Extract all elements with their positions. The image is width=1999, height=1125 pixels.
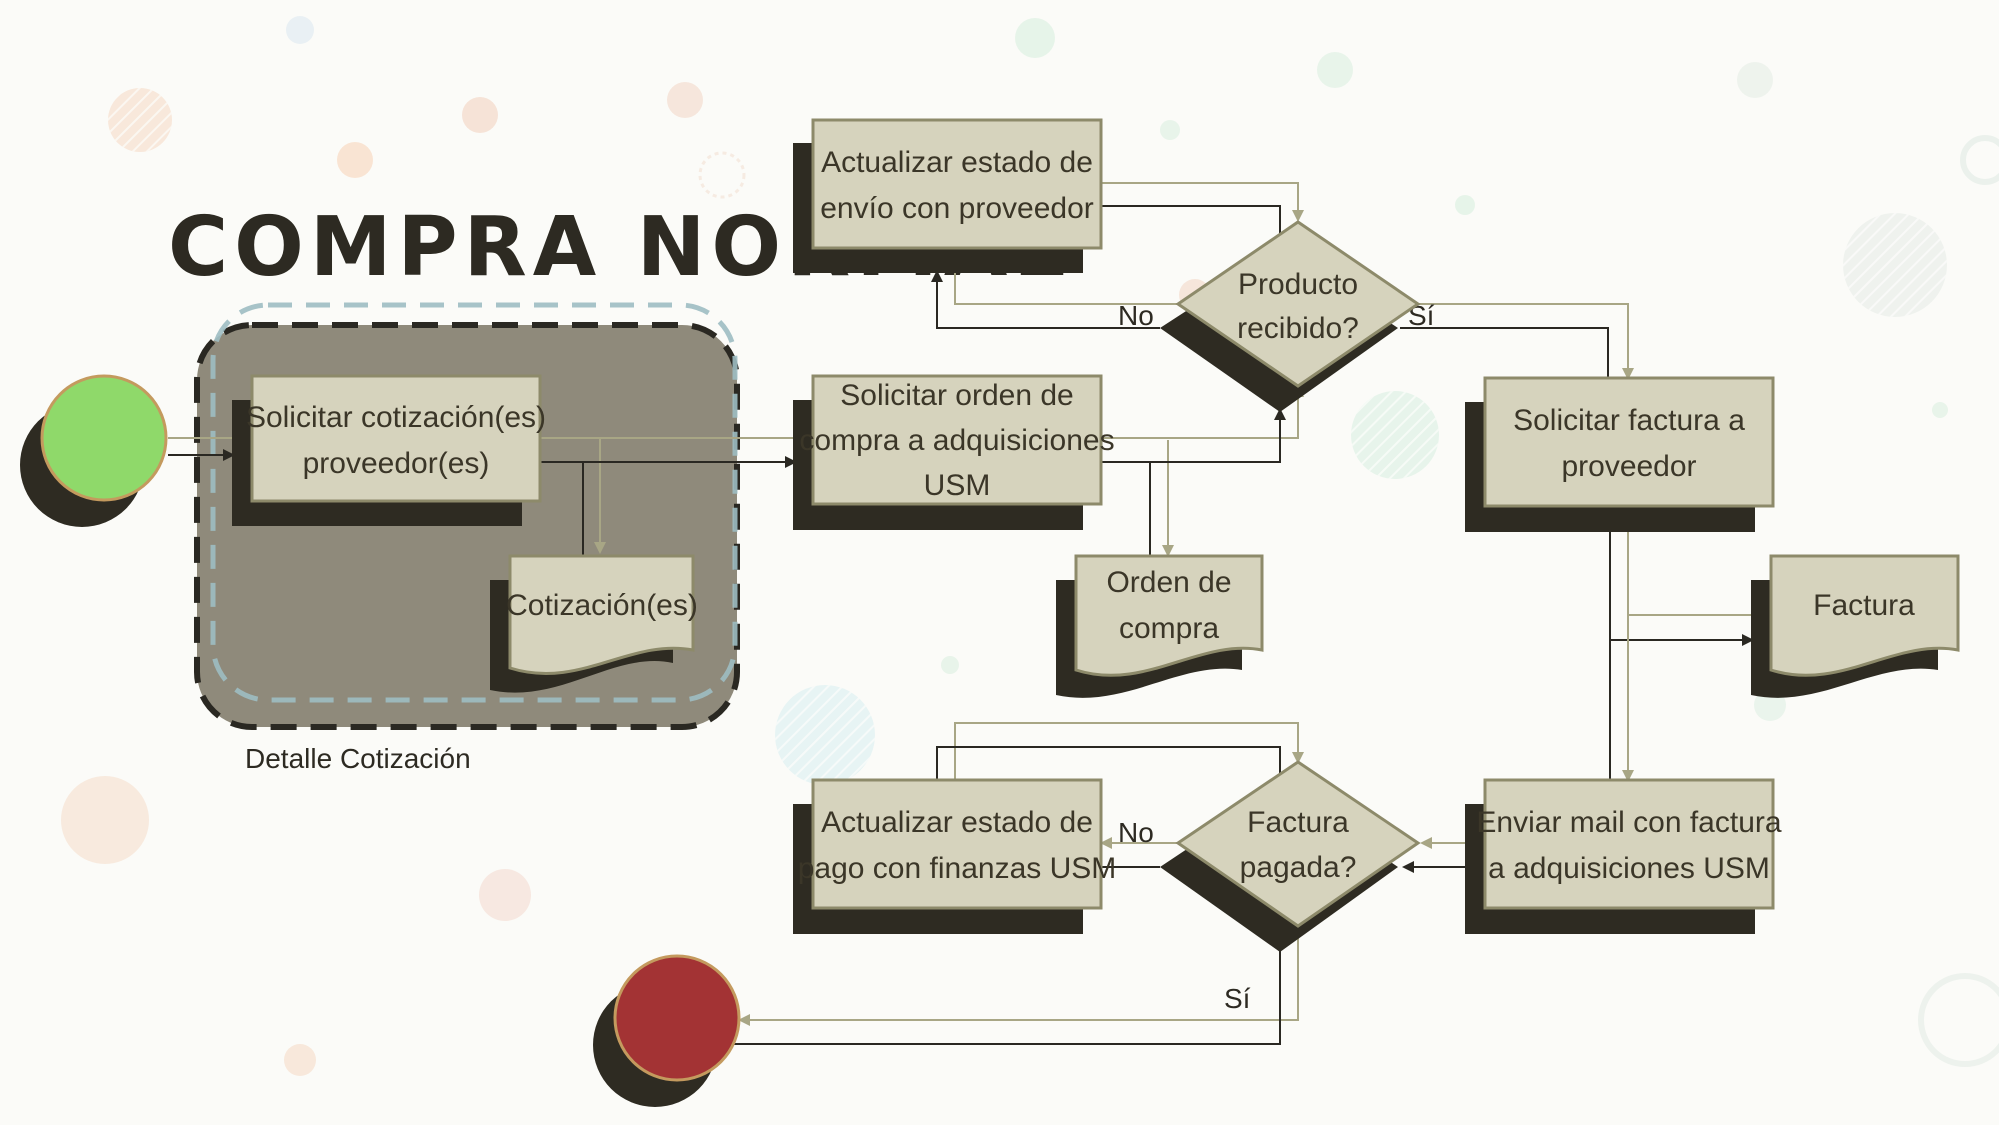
background-decoration — [61, 16, 1999, 1076]
node-label-line: a adquisiciones USM — [1488, 852, 1770, 885]
node-label-line: Solicitar orden de — [840, 379, 1073, 412]
node-solicitar-orden[interactable]: Solicitar orden de compra a adquisicione… — [793, 374, 1115, 530]
node-label-line: Solicitar factura a — [1513, 404, 1745, 437]
node-label-line: proveedor — [1561, 450, 1696, 483]
node-box — [1483, 778, 1775, 910]
decor-dot — [775, 685, 875, 785]
edge-envio-to-recibido-shadow — [1100, 205, 1281, 235]
decor-dot — [284, 1044, 316, 1076]
edge-orden-to-recibido — [1100, 385, 1304, 439]
decor-dot — [667, 82, 703, 118]
decor-dot — [1843, 213, 1947, 317]
group-outer-dash — [210, 302, 738, 703]
node-label-line: pago con finanzas USM — [798, 852, 1117, 885]
decor-dot — [337, 142, 373, 178]
node-label-line: Cotización(es) — [506, 589, 698, 622]
node-factura-pagada[interactable]: Factura pagada? — [1160, 760, 1421, 952]
diamond-shape — [1175, 760, 1421, 928]
decor-dot — [286, 16, 314, 44]
edge-recibido-si-shadow — [1400, 327, 1609, 378]
decor-dot — [462, 97, 498, 133]
node-solicitar-cotizacion[interactable]: Solicitar cotización(es) proveedor(es) — [232, 374, 546, 526]
start-node[interactable] — [20, 374, 168, 527]
node-box — [811, 374, 1103, 506]
decor-dot — [479, 869, 531, 921]
node-solicitar-factura[interactable]: Solicitar factura a proveedor — [1465, 376, 1775, 532]
decor-dot — [1737, 62, 1773, 98]
node-orden-doc[interactable]: Orden de compra — [1056, 554, 1264, 698]
doc-shape — [1074, 554, 1264, 677]
node-label-line: pagada? — [1240, 851, 1357, 884]
decor-dot — [1015, 18, 1055, 58]
node-box — [250, 374, 542, 503]
node-cotizaciones-doc[interactable]: Cotización(es) — [490, 554, 698, 693]
group-caption: Detalle Cotización — [245, 743, 471, 774]
node-label-line: recibido? — [1237, 312, 1359, 345]
edge-pagada-si-shadow — [722, 950, 1281, 1045]
edge-recibido-no-shadow — [931, 270, 1160, 329]
node-factura-doc[interactable]: Factura — [1751, 554, 1960, 698]
edge-factura-to-doc-shadow — [1609, 528, 1754, 646]
node-box — [1483, 376, 1775, 508]
decor-dot — [1960, 135, 1999, 185]
node-label-line: compra — [1119, 612, 1219, 645]
decor-dot — [108, 88, 172, 152]
label-pagada-no: No — [1118, 817, 1154, 848]
node-label-line: Actualizar estado de — [821, 806, 1093, 839]
edge-envio-to-recibido — [1100, 182, 1304, 222]
decor-dot — [61, 776, 149, 864]
connectors — [168, 182, 1772, 1045]
doc-shape — [508, 554, 695, 675]
node-actualizar-envio[interactable]: Actualizar estado de envío con proveedor — [793, 118, 1103, 273]
node-label-line: Orden de — [1106, 566, 1231, 599]
decor-dot — [1351, 391, 1439, 479]
node-label-line: Actualizar estado de — [821, 146, 1093, 179]
node-label-line: Solicitar cotización(es) — [246, 401, 546, 434]
label-recibido-no: No — [1118, 300, 1154, 331]
decor-dot — [1317, 52, 1353, 88]
diamond-shape — [1175, 220, 1421, 388]
decor-dot — [698, 151, 746, 199]
end-circle — [613, 954, 741, 1082]
node-label-line: Enviar mail con factura — [1476, 806, 1781, 839]
label-pagada-si: Sí — [1224, 983, 1251, 1014]
edge-recibido-si — [1418, 303, 1634, 380]
doc-shape — [1769, 554, 1960, 677]
node-label-line: USM — [924, 469, 991, 502]
end-node[interactable] — [593, 954, 741, 1107]
node-label-line: Factura — [1813, 589, 1915, 622]
decor-dot — [941, 656, 959, 674]
node-label-line: envío con proveedor — [820, 192, 1094, 225]
node-label-line: proveedor(es) — [303, 447, 490, 480]
decor-dot — [1932, 402, 1948, 418]
edge-orden-to-recibido-shadow — [1100, 408, 1286, 463]
node-label-line: Factura — [1247, 806, 1349, 839]
decor-dot — [1160, 120, 1180, 140]
start-circle — [40, 374, 168, 502]
edge-pago-to-pagada-shadow — [936, 746, 1281, 780]
edge-pagada-si — [738, 928, 1299, 1026]
edge-pago-to-pagada — [954, 722, 1304, 780]
node-producto-recibido[interactable]: Producto recibido? — [1160, 220, 1421, 412]
node-label-line: compra a adquisiciones — [799, 424, 1114, 457]
node-enviar-mail[interactable]: Enviar mail con factura a adquisiciones … — [1465, 778, 1782, 934]
node-box — [811, 118, 1103, 250]
node-box — [811, 778, 1103, 910]
node-label-line: Producto — [1238, 268, 1358, 301]
decor-dot — [1918, 973, 1999, 1067]
decor-dot — [1455, 195, 1475, 215]
node-actualizar-pago[interactable]: Actualizar estado de pago con finanzas U… — [793, 778, 1117, 934]
